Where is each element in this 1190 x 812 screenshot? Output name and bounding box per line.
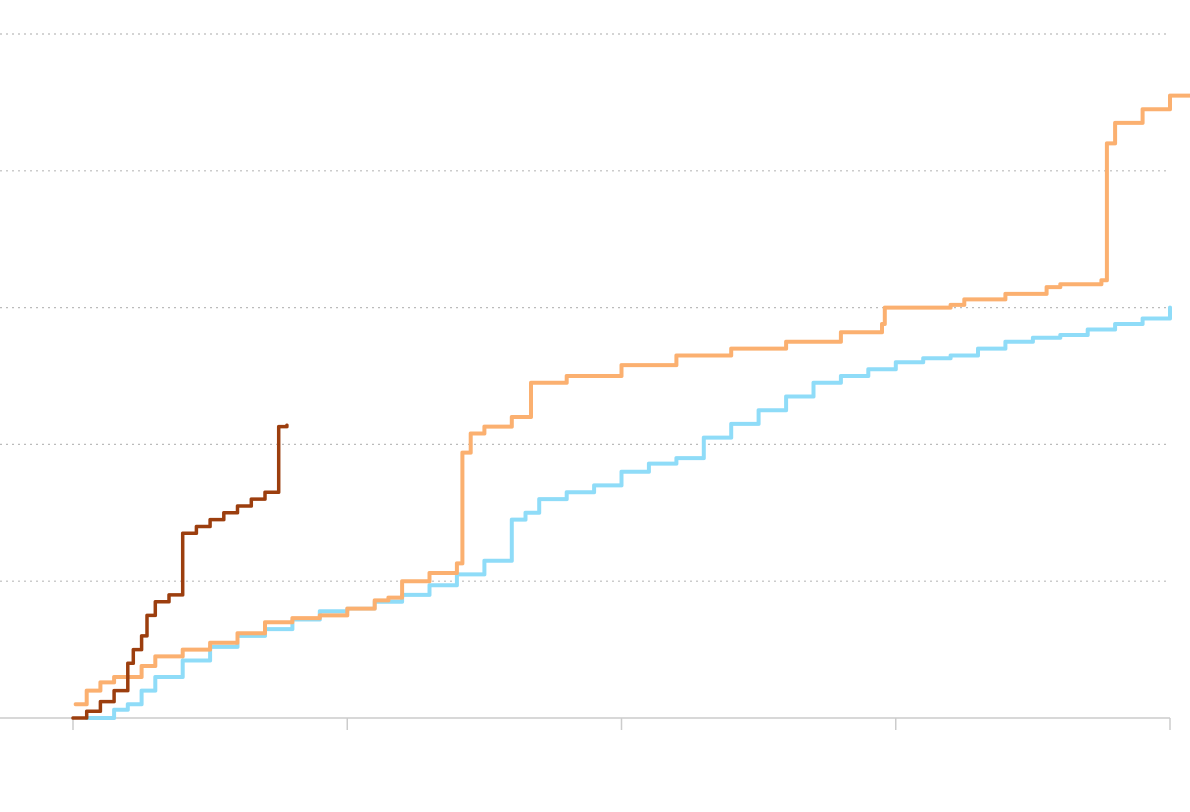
series-line-1	[84, 305, 1172, 720]
series-line-2	[73, 93, 1190, 707]
grid-lines	[0, 33, 1170, 582]
series-line-3	[71, 423, 289, 720]
series-lines	[71, 93, 1190, 720]
x-axis	[0, 717, 1171, 730]
